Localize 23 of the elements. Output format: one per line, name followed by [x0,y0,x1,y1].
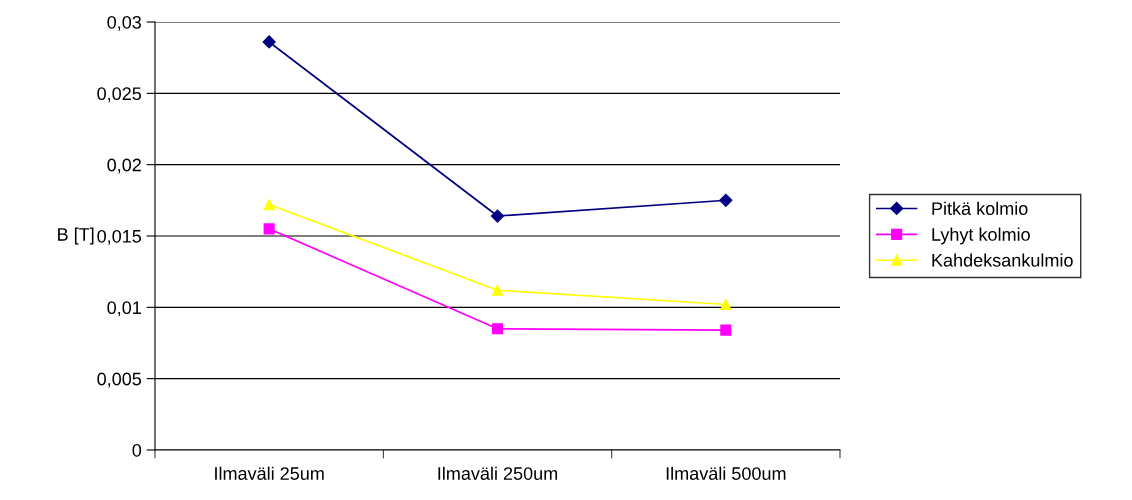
point [491,284,504,296]
point [263,199,275,211]
point [719,193,733,207]
y-tick-label: 0,02 [107,158,141,174]
y-tick-label: 0,015 [97,229,142,245]
point [490,209,505,223]
x-tick-label: Ilmaväli 500um [666,466,786,480]
point [262,35,276,49]
y-tick-label: 0,01 [107,301,141,317]
legend-label: Lyhyt kolmio [932,227,1030,245]
point [263,223,275,235]
x-tick-label: Ilmaväli 25um [215,466,324,480]
y-tick-label: 0,03 [107,15,142,31]
legend-label: Kahdeksankulmio [932,253,1073,267]
y-tick-label: 0 [132,443,142,457]
point [720,298,732,311]
y-tick-label: 0,005 [97,372,142,388]
y-axis-title: B [T] [58,227,94,245]
point [720,324,732,336]
x-tick-label: Ilmaväli 250um [438,466,558,480]
point [491,323,504,335]
legend-label: Pitkä kolmio [932,201,1028,215]
y-tick-label: 0,025 [97,87,142,103]
